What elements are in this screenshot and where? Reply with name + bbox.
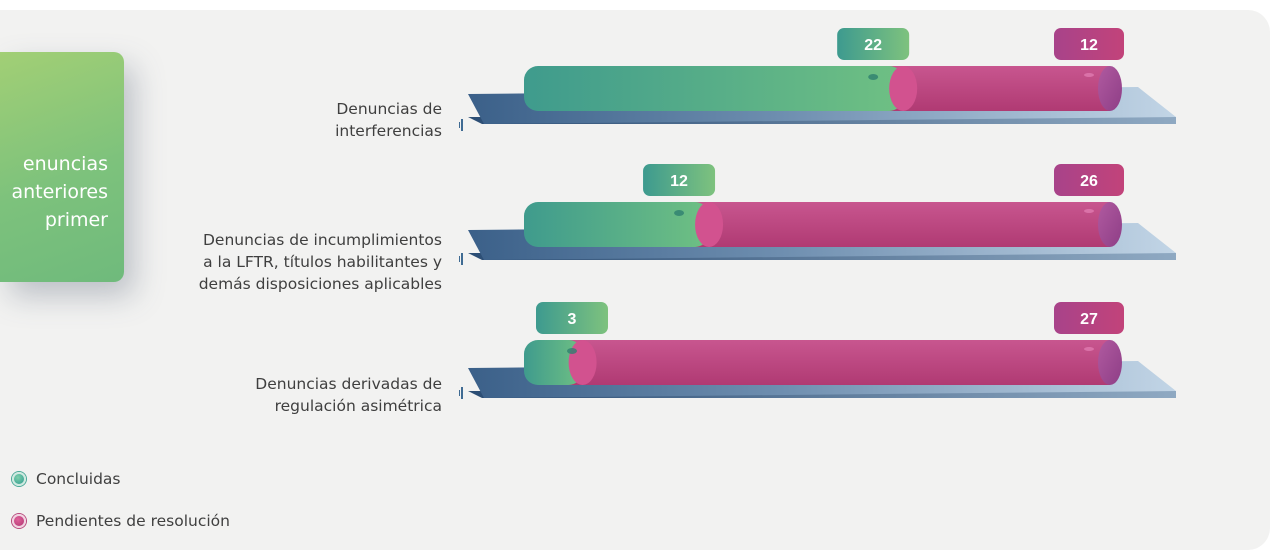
bar-pendientes [562,340,1110,385]
tag-marker [1084,209,1094,213]
value-label-pendientes: 26 [1080,173,1098,190]
tag-marker [1084,73,1094,77]
pink-dot-icon [12,514,26,528]
bar-end-cap [1098,66,1122,111]
bar-concluidas [524,66,903,111]
legend-item-concluidas: Concluidas [12,469,121,489]
bar-seam [695,202,723,247]
green-dot-icon [12,472,26,486]
value-label-concluidas: 12 [670,173,688,190]
tag-marker [674,210,684,216]
bar-end-cap [1098,202,1122,247]
bar-end-cap [1098,340,1122,385]
legend-label: Pendientes de resolución [36,512,230,530]
bar-seam [889,66,917,111]
value-label-concluidas: 22 [864,37,882,54]
value-label-concluidas: 3 [568,311,577,328]
legend-item-pendientes: Pendientes de resolución [12,511,230,531]
bar-seam [569,340,597,385]
tag-marker [868,74,878,80]
bar-concluidas [524,202,709,247]
tag-marker [567,348,577,354]
bar-pendientes [688,202,1110,247]
tag-marker [1084,347,1094,351]
value-label-pendientes: 27 [1080,311,1098,328]
legend-label: Concluidas [36,470,121,488]
value-label-pendientes: 12 [1080,37,1098,54]
